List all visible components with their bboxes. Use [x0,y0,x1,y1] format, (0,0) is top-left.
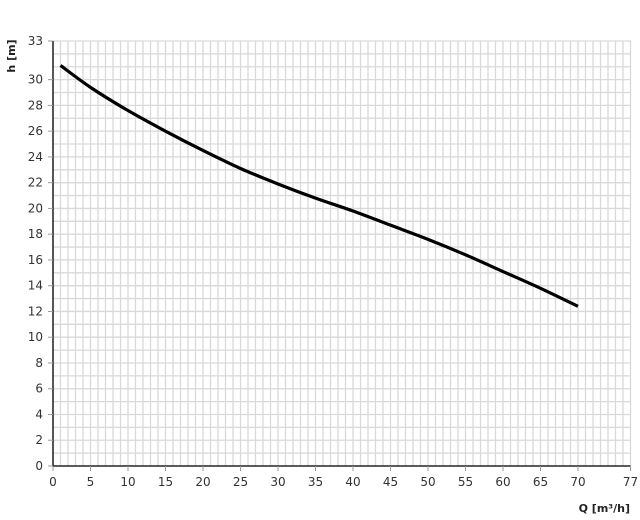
y-tick-label: 14 [28,279,43,293]
pump-curve-line [59,64,579,308]
y-tick-label: 26 [28,124,43,138]
y-tick-label: 8 [35,356,43,370]
y-tick-label: 28 [28,98,43,112]
y-axis-label: h [m] [5,39,18,72]
x-tick-label: 35 [308,475,323,489]
y-tick-label: 6 [35,382,43,396]
y-tick-label: 10 [28,330,43,344]
x-tick-label: 0 [49,475,57,489]
x-tick-label: 77 [623,475,638,489]
x-tick-label: 70 [570,475,585,489]
y-tick-label: 12 [28,304,43,318]
y-tick-label: 24 [28,150,43,164]
y-tick-label: 2 [35,433,43,447]
y-tick-label: 30 [28,73,43,87]
x-tick-label: 50 [420,475,435,489]
x-tick-label: 5 [87,475,95,489]
x-tick-label: 25 [233,475,248,489]
y-tick-label: 18 [28,227,43,241]
grid [52,40,632,467]
x-tick-label: 15 [158,475,173,489]
y-tick-label: 20 [28,201,43,215]
y-tick-label: 22 [28,176,43,190]
y-tick-label: 0 [35,459,43,473]
x-tick-label: 60 [495,475,510,489]
x-tick-label: 55 [458,475,473,489]
series-layer [59,64,579,308]
x-tick-label: 20 [195,475,210,489]
y-tick-label: 16 [28,253,43,267]
y-tick-label: 4 [35,407,43,421]
y-tick-label: 33 [28,34,43,48]
x-tick-label: 10 [120,475,135,489]
x-tick-label: 45 [383,475,398,489]
x-tick-label: 40 [345,475,360,489]
x-tick-labels: 0 5 10 15 20 25 30 35 40 45 50 55 60 65 70 77 [49,466,638,489]
axes [52,41,631,467]
x-tick-label: 65 [533,475,548,489]
x-axis-label: Q [m³/h] [579,502,630,515]
x-tick-label: 30 [270,475,285,489]
